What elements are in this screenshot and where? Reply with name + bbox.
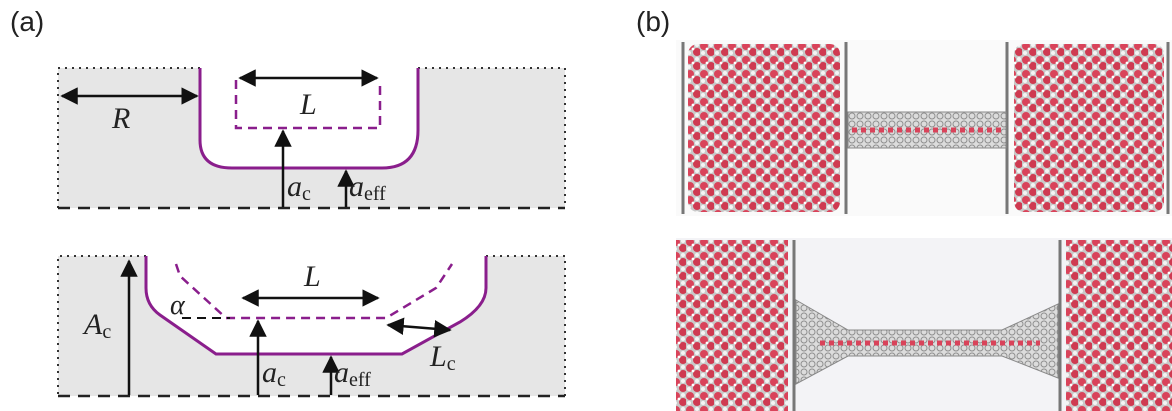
bottom-aeff-label: aeff [334,356,371,391]
top-L-label: L [299,88,317,121]
bottom-outline-dotted [57,255,146,396]
sim-top-water-left [688,44,840,212]
simulation-top [676,40,1172,216]
bottom-substrate-fill [58,256,565,396]
simulation-bottom [676,238,1172,411]
top-wall-contour [198,68,420,170]
panel-label-b: (b) [636,6,671,37]
sim-bottom-water-left [676,240,788,411]
bottom-Lc-arrow [386,317,452,338]
bottom-outline-dotted-right [486,255,566,396]
sim-bottom-nanotube [795,299,1059,385]
top-outline-dotted [57,67,200,208]
bottom-ac-label: ac [262,356,286,391]
panel-label-a: (a) [10,6,45,37]
top-aeff-label: aeff [349,170,386,205]
diagram-bottom: α Ac L ac aeff Lc [57,255,566,398]
top-ac-label: ac [287,170,311,205]
top-outline-dotted-right [418,67,566,208]
top-R-label: R [111,102,130,135]
bottom-alpha-label: α [170,290,186,321]
bottom-Lc-label: Lc [429,340,456,375]
bottom-wall-contour [144,256,488,356]
bottom-Ac-label: Ac [82,308,111,343]
diagram-top: R L ac aeff [57,67,566,210]
sim-bottom-water-right [1066,240,1172,411]
bottom-L-label: L [303,260,321,293]
bottom-inner-outline [174,263,454,320]
top-inner-box [234,80,382,130]
sim-top-water-right [1014,44,1164,212]
